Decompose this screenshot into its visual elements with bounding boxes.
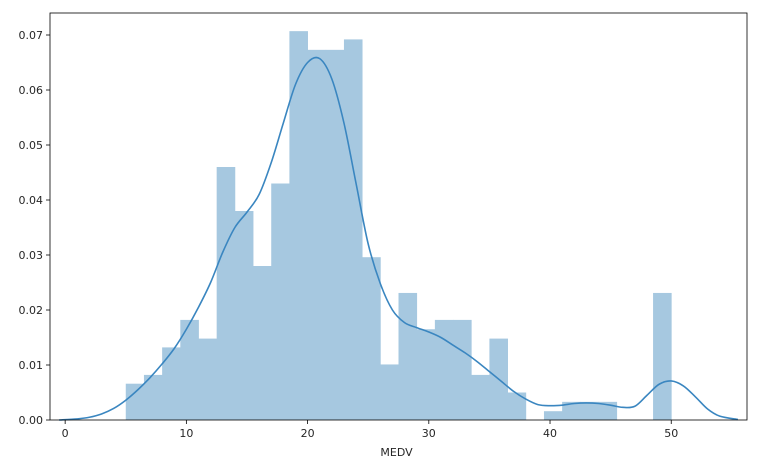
y-tick-label: 0.04 [19, 194, 44, 207]
histogram-bars [125, 31, 672, 421]
histogram-bar [380, 364, 399, 420]
x-tick-label: 10 [179, 427, 193, 440]
histogram-bar [325, 49, 345, 420]
histogram-bar [143, 374, 163, 420]
histogram-bar [543, 411, 563, 420]
plot-frame [49, 12, 748, 421]
histogram-bar [416, 329, 436, 420]
histogram-bar [253, 266, 272, 420]
histogram-bar [507, 392, 527, 420]
y-tick-label: 0.00 [19, 414, 44, 427]
histogram-bar [216, 167, 236, 420]
y-tick-label: 0.01 [19, 359, 44, 372]
y-tick-label: 0.06 [19, 84, 44, 97]
y-tick-label: 0.07 [19, 29, 44, 42]
histogram-bar [453, 319, 472, 420]
histogram-bar [398, 292, 418, 420]
x-axis-label: MEDV [380, 446, 413, 459]
histogram-bar [307, 49, 327, 420]
histogram-bar [362, 257, 381, 420]
histogram-bar [343, 39, 363, 421]
histogram-bar [653, 292, 672, 420]
histogram-bar [471, 374, 490, 420]
y-axis: 0.00 0.01 0.02 0.03 0.04 0.05 0.06 0.07 [19, 29, 50, 427]
x-tick-label: 20 [301, 427, 315, 440]
y-tick-label: 0.03 [19, 249, 44, 262]
histogram-bar [434, 319, 454, 420]
histogram-bar [198, 338, 218, 420]
x-axis: 0 10 20 30 40 50 [62, 420, 678, 440]
x-tick-label: 50 [664, 427, 678, 440]
histogram-bar [580, 401, 599, 420]
histogram-bar [271, 183, 290, 420]
x-tick-label: 40 [543, 427, 557, 440]
x-tick-label: 0 [62, 427, 69, 440]
histogram-bar [125, 383, 145, 420]
histogram-bar [289, 31, 308, 421]
histogram-bar [162, 347, 181, 420]
histogram-bar [598, 401, 618, 420]
histogram-bar [562, 401, 581, 420]
y-tick-label: 0.02 [19, 304, 44, 317]
kde-line [59, 56, 739, 421]
histogram-bar [180, 319, 199, 420]
x-tick-label: 30 [422, 427, 436, 440]
histogram-bar [234, 211, 254, 420]
y-tick-label: 0.05 [19, 139, 44, 152]
